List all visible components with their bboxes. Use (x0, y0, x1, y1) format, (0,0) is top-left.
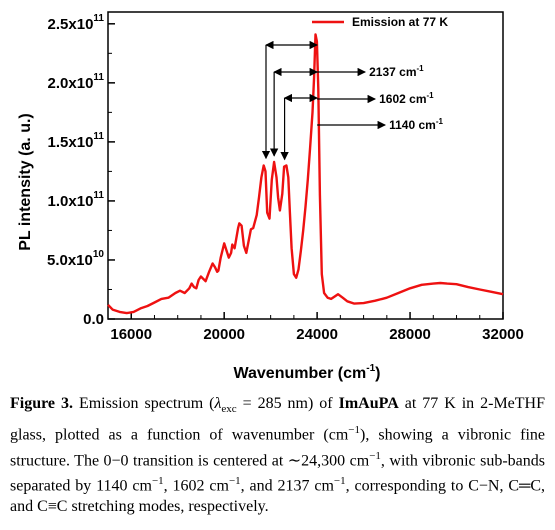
caption-text-1: Emission spectrum ( (73, 395, 215, 412)
caption-lambda: λ (214, 395, 222, 412)
caption-sup-3: −1 (151, 474, 164, 487)
annotation-label: 1140 cm-1 (389, 117, 443, 132)
x-tick-label: 28000 (389, 326, 431, 343)
plot-frame (107, 11, 504, 320)
x-tick-label: 16000 (110, 326, 152, 343)
x-axis-title-end: ) (375, 365, 380, 382)
caption-text-5: , with vibronic sub-bands separated by 1… (10, 451, 546, 495)
caption-text-2: = 285 nm) of (236, 395, 339, 412)
caption-sup-4: −1 (228, 474, 241, 487)
caption-sup-2: −1 (369, 449, 381, 462)
caption-compound: ImAuPA (338, 395, 399, 412)
y-axis-title: PL intensity (a. u.) (17, 113, 34, 251)
y-tick-label: 0.0 (83, 311, 104, 328)
caption-sup-1: −1 (348, 424, 360, 437)
y-tick-label: 2.5x1011 (48, 13, 105, 33)
caption-text-8: , corresponding to C−N, C═C, and C≡C str… (10, 477, 546, 516)
annotation-label: 2137 cm-1 (369, 64, 424, 79)
x-tick-label: 24000 (296, 326, 338, 343)
figure-caption: Figure 3. Emission spectrum (λexc = 285 … (10, 393, 545, 517)
y-tick-label: 1.0x1011 (48, 190, 105, 210)
caption-text-4: ), showing a vibronic fine structure. Th… (10, 426, 545, 469)
caption-text-7: , and 2137 cm (240, 477, 334, 495)
x-tick-label: 32000 (482, 326, 524, 343)
y-tick-label: 5.0x1010 (47, 249, 104, 269)
x-axis-title-text: Wavenumber (cm (233, 365, 366, 382)
legend-label: Emission at 77 K (352, 15, 448, 29)
x-axis-title: Wavenumber (cm-1) (233, 363, 380, 382)
emission-series-line (107, 33, 504, 315)
caption-label: Figure 3. (10, 395, 73, 412)
y-tick-label: 2.0x1011 (48, 72, 105, 92)
emission-spectrum-chart: 16000 20000 24000 28000 32000 0.0 5.0x1010 1.0x… (17, 11, 524, 382)
y-tick-label: 1.5x1011 (48, 131, 105, 151)
x-tick-label: 20000 (203, 326, 245, 343)
caption-sup-5: −1 (333, 474, 346, 487)
caption-text-3: at 77 K in 2-MeTHF glass, plotted as a f… (10, 395, 546, 444)
annotation-label: 1602 cm-1 (379, 91, 434, 106)
caption-text-6: , 1602 cm (163, 477, 229, 495)
x-axis-title-sup: -1 (366, 363, 375, 374)
caption-exc: exc (221, 403, 237, 416)
